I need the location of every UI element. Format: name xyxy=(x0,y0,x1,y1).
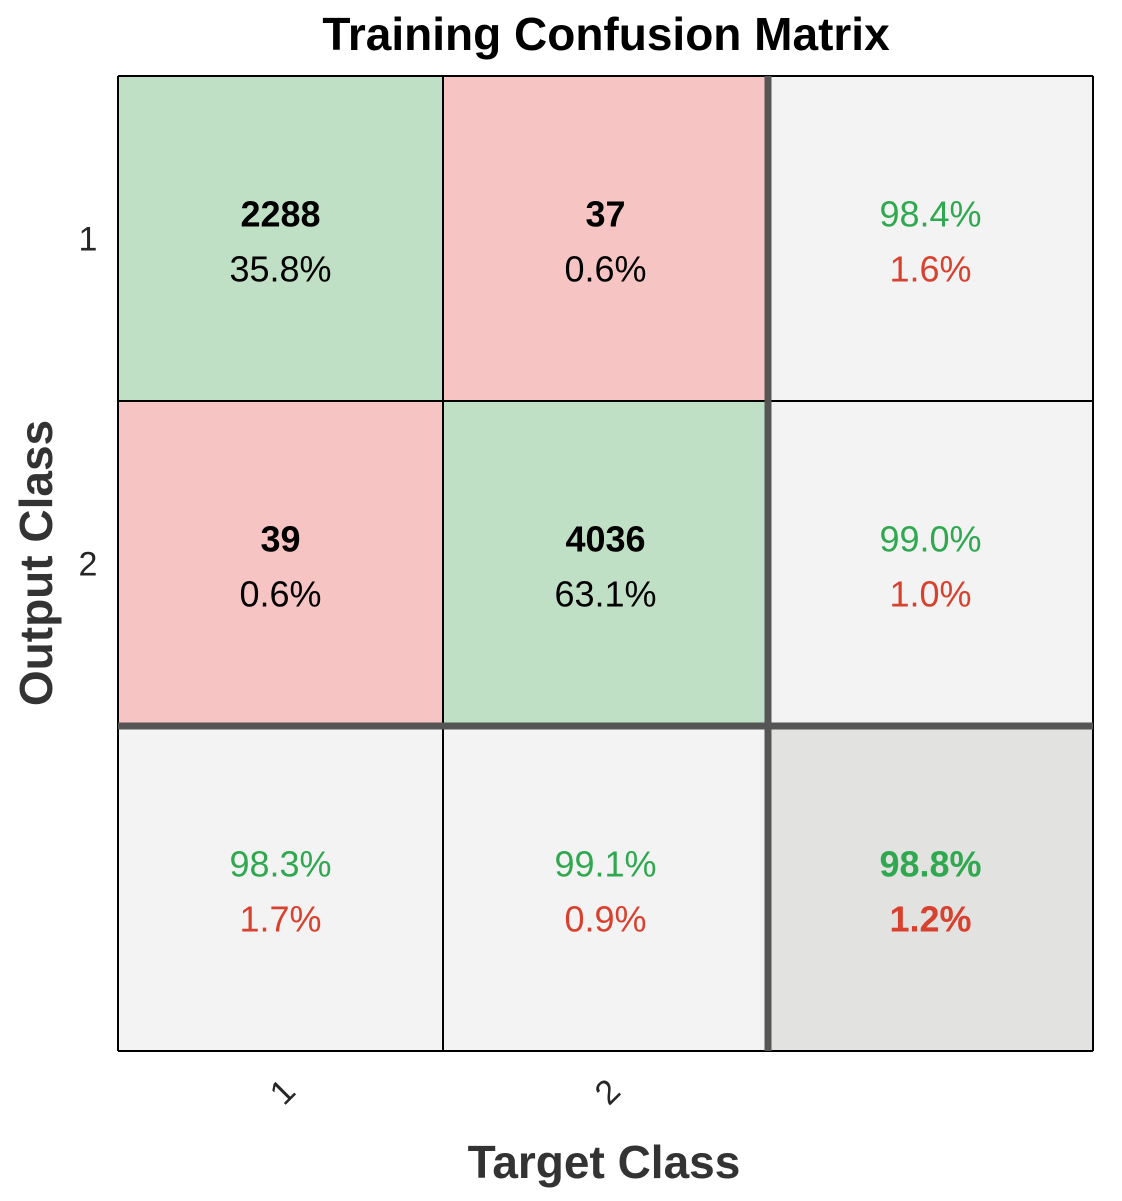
matrix-cells xyxy=(118,76,1093,1051)
matrix-cell-texts: 2288 35.8% 37 0.6% 98.4% 1.6% 39 0.6% 4036 63.1% 9… xyxy=(229,194,981,940)
matrix-grid-lines xyxy=(117,75,1094,1052)
matrix-cell-text-r1-c2-bottom: 0.6% xyxy=(564,249,646,290)
y-tick-label-2: 2 xyxy=(79,546,98,584)
overall-accuracy-text-bottom: 1.2% xyxy=(889,899,971,940)
column-summary-text-2-bottom: 0.9% xyxy=(564,899,646,940)
matrix-cell-r1-c1 xyxy=(118,76,443,401)
x-axis-label: Target Class xyxy=(468,1136,741,1188)
row-summary-text-2-bottom: 1.0% xyxy=(889,574,971,615)
matrix-cell-text-r2-c2-bottom: 63.1% xyxy=(554,574,656,615)
column-summary-text-1-bottom: 1.7% xyxy=(239,899,321,940)
x-tick-label-2: 2 xyxy=(588,1072,628,1112)
matrix-cell-text-r2-c1-top: 39 xyxy=(260,519,300,560)
matrix-cell-text-r1-c2-top: 37 xyxy=(585,194,625,235)
row-summary-cell-1 xyxy=(768,76,1093,401)
matrix-cell-text-r1-c1-top: 2288 xyxy=(240,194,320,235)
y-tick-label-1: 1 xyxy=(79,221,98,259)
chart-title: Training Confusion Matrix xyxy=(322,8,890,60)
row-summary-text-2-top: 99.0% xyxy=(879,519,981,560)
y-axis-label: Output Class xyxy=(10,420,62,706)
column-summary-text-1-top: 98.3% xyxy=(229,844,331,885)
overall-accuracy-text-top: 98.8% xyxy=(879,844,981,885)
x-tick-label-1: 1 xyxy=(263,1072,303,1112)
matrix-cell-text-r2-c2-top: 4036 xyxy=(565,519,645,560)
matrix-cell-r2-c2 xyxy=(443,401,768,726)
matrix-cell-text-r2-c1-bottom: 0.6% xyxy=(239,574,321,615)
column-summary-cell-1 xyxy=(118,726,443,1051)
overall-accuracy-cell xyxy=(768,726,1093,1051)
matrix-cell-r2-c1 xyxy=(118,401,443,726)
column-summary-text-2-top: 99.1% xyxy=(554,844,656,885)
matrix-cell-r1-c2 xyxy=(443,76,768,401)
column-summary-cell-2 xyxy=(443,726,768,1051)
row-summary-text-1-top: 98.4% xyxy=(879,194,981,235)
matrix-cell-text-r1-c1-bottom: 35.8% xyxy=(229,249,331,290)
row-summary-cell-2 xyxy=(768,401,1093,726)
row-summary-text-1-bottom: 1.6% xyxy=(889,249,971,290)
